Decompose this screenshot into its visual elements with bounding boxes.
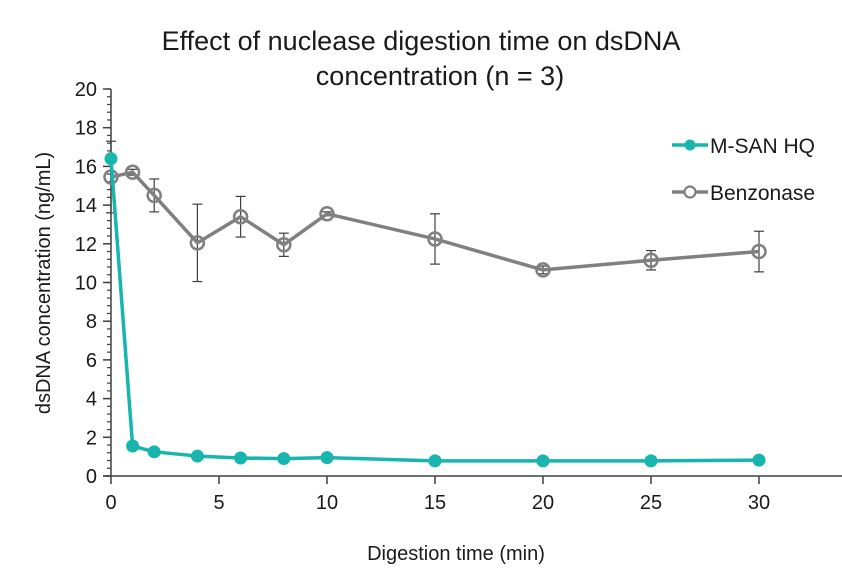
x-tick-label: 15 [424,492,446,514]
series-layer [103,140,767,468]
x-tick-label: 10 [316,492,338,514]
series-benzonase [103,140,767,283]
data-point [644,454,658,468]
y-tick-label: 0 [86,466,97,488]
legend-item: M-SAN HQ [672,135,815,158]
y-tick-label: 12 [75,234,97,256]
data-point [104,152,118,166]
legend-item: Benzonase [672,182,815,205]
data-point [276,237,292,253]
data-point [428,454,442,468]
data-point [277,452,291,466]
data-point [536,454,550,468]
data-point [189,235,206,251]
data-point [190,449,204,463]
data-point [643,252,659,268]
legend-marker [684,139,696,151]
x-tick-label: 5 [213,492,224,514]
y-tick-label: 2 [86,427,97,449]
y-tick-label: 6 [86,350,97,372]
y-tick-label: 4 [86,389,97,411]
data-point [126,439,140,453]
data-point [320,451,334,465]
y-axis: 0 2 4 6 8 10 12 14 16 18 20 [75,79,112,488]
x-axis: 0 5 10 15 20 25 30 [103,475,842,514]
x-tick-label: 0 [105,492,116,514]
legend-label: Benzonase [710,182,815,205]
chart-title-line-1: Effect of nuclease digestion time on dsD… [162,26,681,56]
series-line [109,158,760,463]
series-line [110,170,760,272]
x-tick-label: 20 [532,492,554,514]
series-m-san-hq [104,152,766,468]
y-axis-label: dsDNA concentration (ng/mL) [33,152,55,414]
y-tick-label: 18 [75,118,97,140]
y-tick-label: 20 [75,79,97,101]
data-point [147,445,161,459]
data-point [535,262,551,278]
data-point [752,453,766,467]
data-point [427,231,443,247]
legend: M-SAN HQ Benzonase [672,135,815,205]
y-tick-label: 10 [75,273,97,295]
y-tick-label: 14 [75,195,97,217]
x-axis-label: Digestion time (min) [367,543,545,565]
x-tick-label: 25 [640,492,662,514]
data-point [124,164,141,180]
legend-label: M-SAN HQ [710,135,815,158]
data-point [751,243,767,260]
legend-marker [683,185,697,199]
data-point [319,206,335,222]
data-point [232,208,249,225]
x-tick-label: 30 [748,492,770,514]
chart-title-line-2: concentration (n = 3) [316,61,564,91]
data-point [146,187,162,204]
y-tick-label: 8 [86,311,97,333]
data-point [234,451,248,465]
y-tick-label: 16 [75,156,97,178]
